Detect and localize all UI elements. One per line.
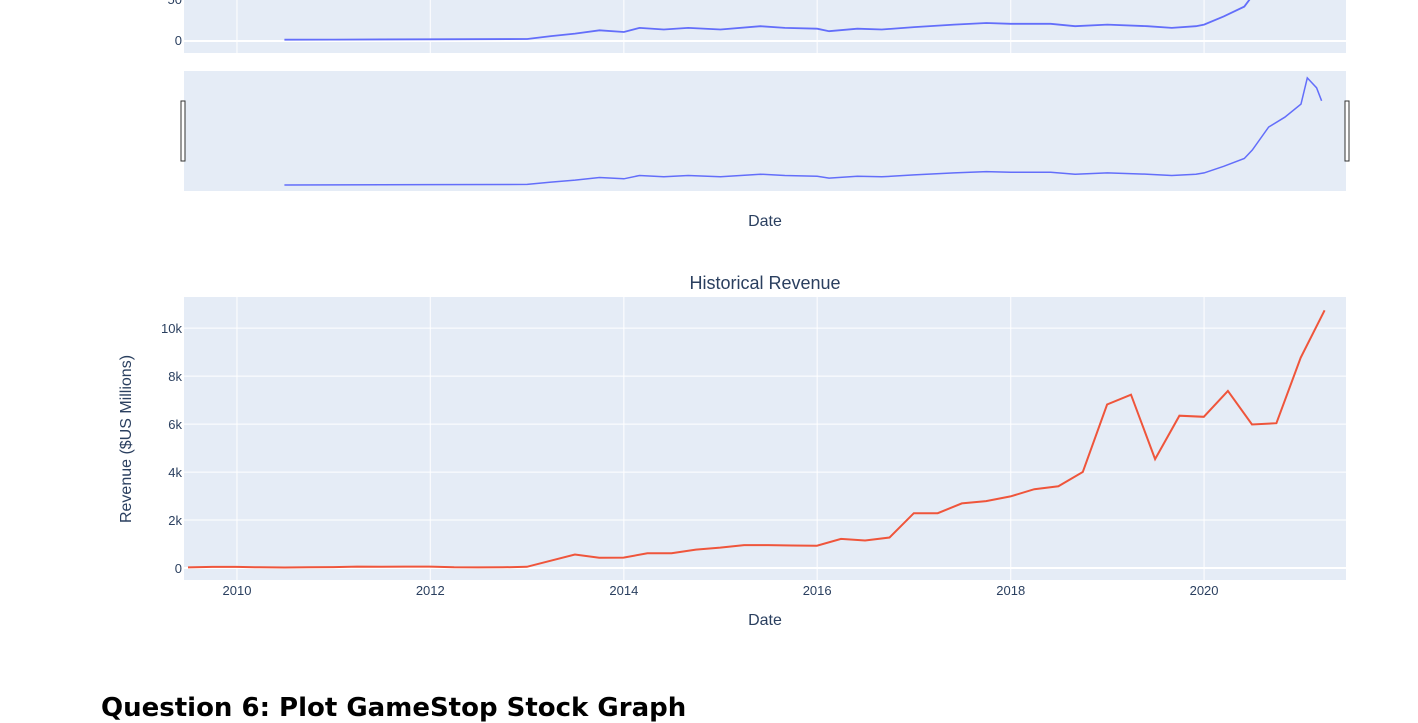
revenue-x-tick-label: 2016 <box>803 583 832 598</box>
revenue-y-tick-label: 6k <box>168 417 182 432</box>
revenue-line <box>187 309 1326 569</box>
section-heading: Question 6: Plot GameStop Stock Graph <box>101 693 687 723</box>
revenue-gridlines <box>184 297 1346 580</box>
revenue-chart: Historical Revenue 0 2k 4k 6k 8k 10k 2010 2012… <box>118 273 1346 629</box>
revenue-y-tick-label: 4k <box>168 465 182 480</box>
range-slider-price-line <box>284 76 1323 186</box>
stock-chart: 50 0 <box>168 0 1346 53</box>
revenue-chart-title: Historical Revenue <box>689 273 840 293</box>
stock-x-axis-title: Date <box>748 213 782 230</box>
range-slider-background[interactable] <box>184 71 1346 191</box>
revenue-x-tick-label: 2010 <box>223 583 252 598</box>
revenue-x-tick-label: 2014 <box>609 583 638 598</box>
revenue-x-ticks: 2010 2012 2014 2016 2018 2020 <box>223 583 1219 598</box>
range-slider[interactable] <box>180 71 1350 191</box>
revenue-x-axis-title: Date <box>748 612 782 629</box>
revenue-y-tick-label: 2k <box>168 513 182 528</box>
revenue-y-ticks: 0 2k 4k 6k 8k 10k <box>161 321 182 576</box>
revenue-y-tick-label: 0 <box>175 561 182 576</box>
revenue-plot-area <box>184 297 1346 580</box>
revenue-y-axis-title: Revenue ($US Millions) <box>118 355 135 523</box>
revenue-y-tick-label: 10k <box>161 321 182 336</box>
stock-gridlines <box>184 0 1346 53</box>
range-slider-left-handle[interactable] <box>180 100 186 162</box>
stock-y-tick-0: 0 <box>175 33 182 48</box>
revenue-x-tick-label: 2012 <box>416 583 445 598</box>
stock-y-tick-50: 50 <box>168 0 182 7</box>
revenue-x-tick-label: 2018 <box>996 583 1025 598</box>
revenue-y-tick-label: 8k <box>168 369 182 384</box>
revenue-x-tick-label: 2020 <box>1190 583 1219 598</box>
range-slider-right-handle[interactable] <box>1344 100 1350 162</box>
stock-price-line <box>284 0 1251 41</box>
